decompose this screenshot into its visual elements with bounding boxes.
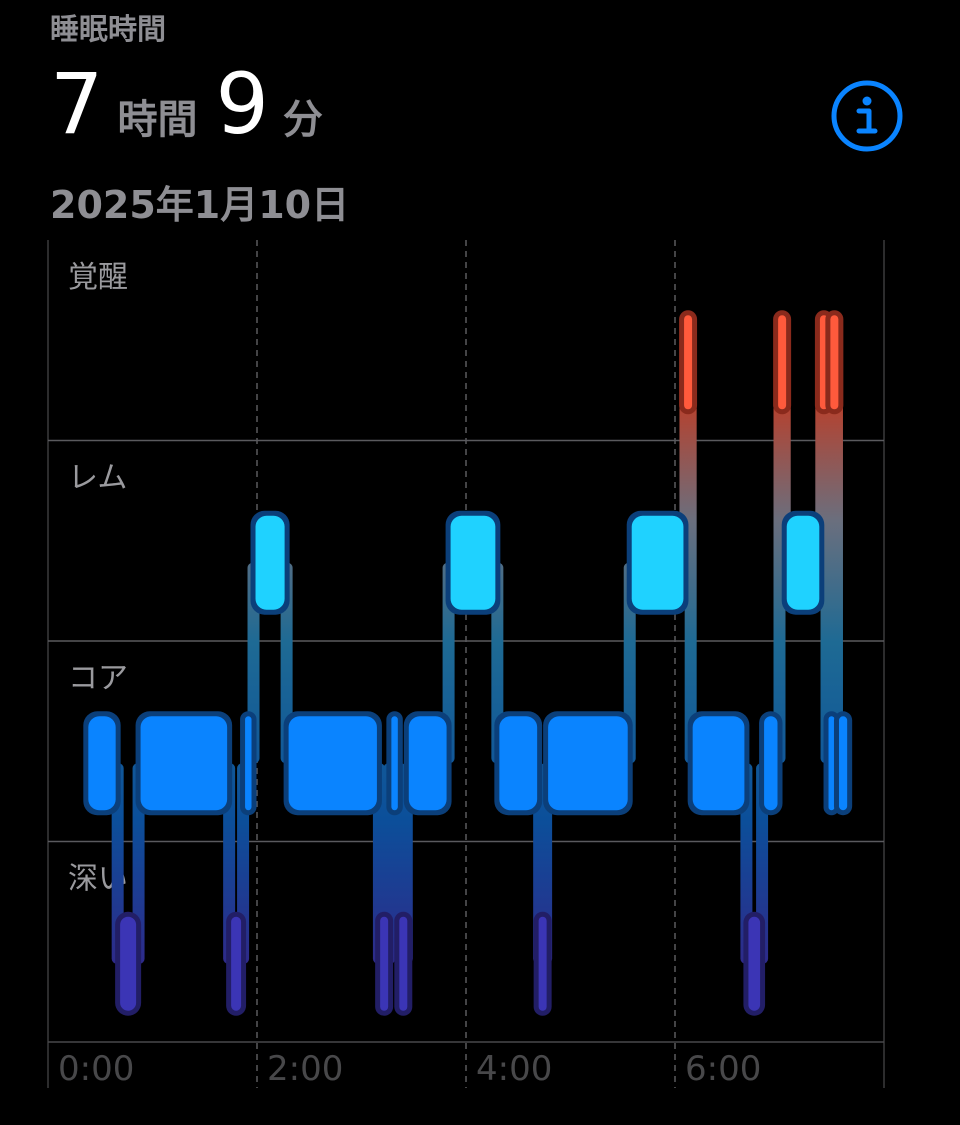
stage-label: レム	[68, 461, 127, 496]
minutes-value: 9	[215, 55, 269, 153]
sleep-segment-コア	[391, 716, 398, 811]
stage-label: コア	[68, 661, 128, 696]
stage-transition	[280, 562, 293, 764]
sleep-segment-深い	[380, 916, 389, 1011]
minutes-unit: 分	[282, 97, 323, 143]
sleep-segment-レム	[450, 515, 496, 610]
hours-value: 7	[50, 55, 104, 153]
x-tick-label: 4:00	[476, 1049, 552, 1089]
stage-transition	[623, 562, 636, 764]
sleep-segment-覚醒	[778, 315, 787, 410]
sleep-segment-コア	[245, 716, 252, 811]
sleep-segment-レム	[255, 515, 285, 610]
date-label: 2025年1月10日	[50, 183, 350, 227]
info-icon[interactable]	[830, 79, 904, 153]
sleep-segment-深い	[399, 916, 408, 1011]
sleep-segment-深い	[120, 916, 137, 1011]
stage-transition	[684, 362, 697, 764]
sleep-segment-コア	[288, 716, 377, 811]
sleep-segment-コア	[499, 716, 538, 811]
page-title: 睡眠時間	[50, 12, 167, 46]
sleep-segment-コア	[838, 716, 848, 811]
stage-transition	[830, 362, 843, 764]
sleep-segment-コア	[764, 716, 778, 811]
stage-transition	[442, 562, 455, 764]
hours-unit: 時間	[117, 97, 198, 143]
sleep-segment-深い	[538, 916, 547, 1011]
stage-transition	[132, 763, 145, 964]
x-tick-label: 2:00	[267, 1049, 343, 1089]
sleep-segment-レム	[631, 515, 684, 610]
x-tick-label: 0:00	[58, 1049, 134, 1089]
sleep-segment-コア	[408, 716, 447, 811]
sleep-segment-レム	[786, 515, 820, 610]
sleep-segment-コア	[828, 716, 835, 811]
sleep-segment-コア	[88, 716, 116, 811]
sleep-segment-覚醒	[830, 315, 839, 410]
sleep-segment-コア	[548, 716, 628, 811]
stage-label: 覚醒	[68, 260, 128, 295]
x-tick-label: 6:00	[685, 1049, 761, 1089]
sleep-segment-深い	[748, 916, 761, 1011]
sleep-segment-コア	[692, 716, 745, 811]
sleep-duration: 7 時間 9 分	[50, 62, 341, 146]
sleep-segment-深い	[231, 916, 242, 1011]
sleep-segment-コア	[140, 716, 228, 811]
sleep-segment-覚醒	[684, 315, 693, 410]
stage-transition	[111, 763, 124, 964]
stage-transition	[491, 562, 504, 764]
